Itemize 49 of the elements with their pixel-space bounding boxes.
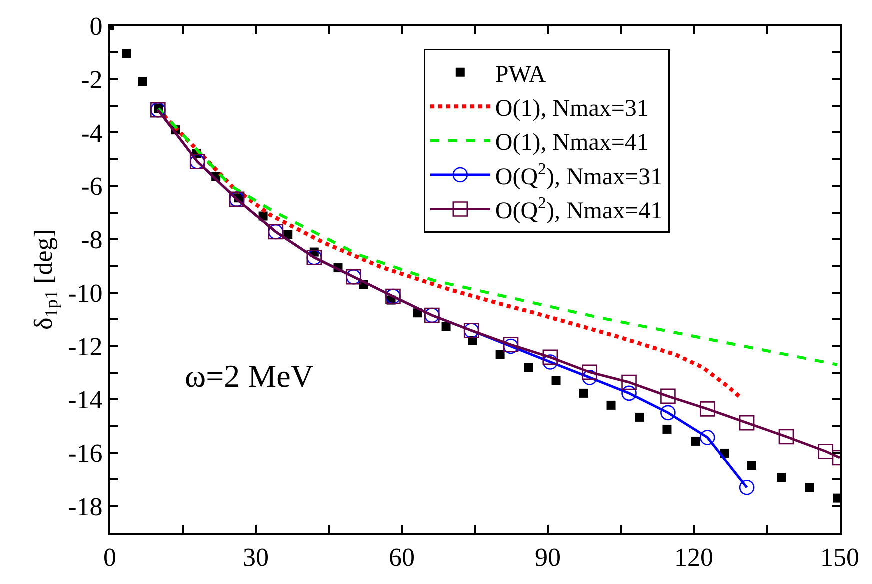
y-tick-label: -8 xyxy=(81,226,103,255)
point xyxy=(660,405,676,421)
y-tick-label: -14 xyxy=(68,386,103,415)
x-tick-label: 150 xyxy=(820,543,860,572)
y-tick-label: -2 xyxy=(81,65,103,94)
point xyxy=(777,473,786,482)
point xyxy=(700,430,716,446)
point xyxy=(818,444,834,460)
x-tick-label: 90 xyxy=(535,543,561,572)
point xyxy=(622,374,637,390)
point xyxy=(138,77,148,86)
x-tick-label: 60 xyxy=(389,543,415,572)
point xyxy=(542,350,558,366)
point xyxy=(635,412,644,422)
y-tick-label: -12 xyxy=(68,332,103,362)
point xyxy=(122,49,132,58)
point xyxy=(778,429,794,445)
point xyxy=(442,322,451,332)
point xyxy=(739,480,755,496)
y-tick-label: -4 xyxy=(81,118,103,148)
y-tick-label: 0 xyxy=(90,12,103,42)
point xyxy=(606,400,616,410)
point xyxy=(660,388,676,404)
point xyxy=(496,350,505,360)
point xyxy=(580,388,589,398)
point xyxy=(662,424,672,434)
x-tick-label: 30 xyxy=(243,543,269,572)
point xyxy=(739,415,755,431)
point xyxy=(805,483,814,492)
y-tick-label: -10 xyxy=(68,278,103,308)
legend-label: O(1), Nmax=41 xyxy=(495,130,649,156)
legend-label: O(Q$^{2}$), Nmax=41 xyxy=(495,193,663,225)
legend-label: PWA xyxy=(495,62,547,88)
point xyxy=(582,364,598,380)
annotation: ω=2 MeV xyxy=(185,358,314,394)
point xyxy=(552,376,561,386)
point xyxy=(691,436,700,446)
legend-label: O(1), Nmax=31 xyxy=(495,96,649,122)
y-tick-label: -18 xyxy=(68,492,103,522)
point xyxy=(524,363,534,372)
point xyxy=(542,354,558,370)
legend-label: O(Q$^{2}$), Nmax=31 xyxy=(495,159,663,190)
y-tick-label: -6 xyxy=(81,172,103,202)
point xyxy=(622,386,637,402)
x-tick-label: 120 xyxy=(674,543,714,572)
point xyxy=(700,402,716,417)
point xyxy=(747,460,756,470)
y-tick-label: -16 xyxy=(68,439,103,468)
point xyxy=(582,370,598,386)
